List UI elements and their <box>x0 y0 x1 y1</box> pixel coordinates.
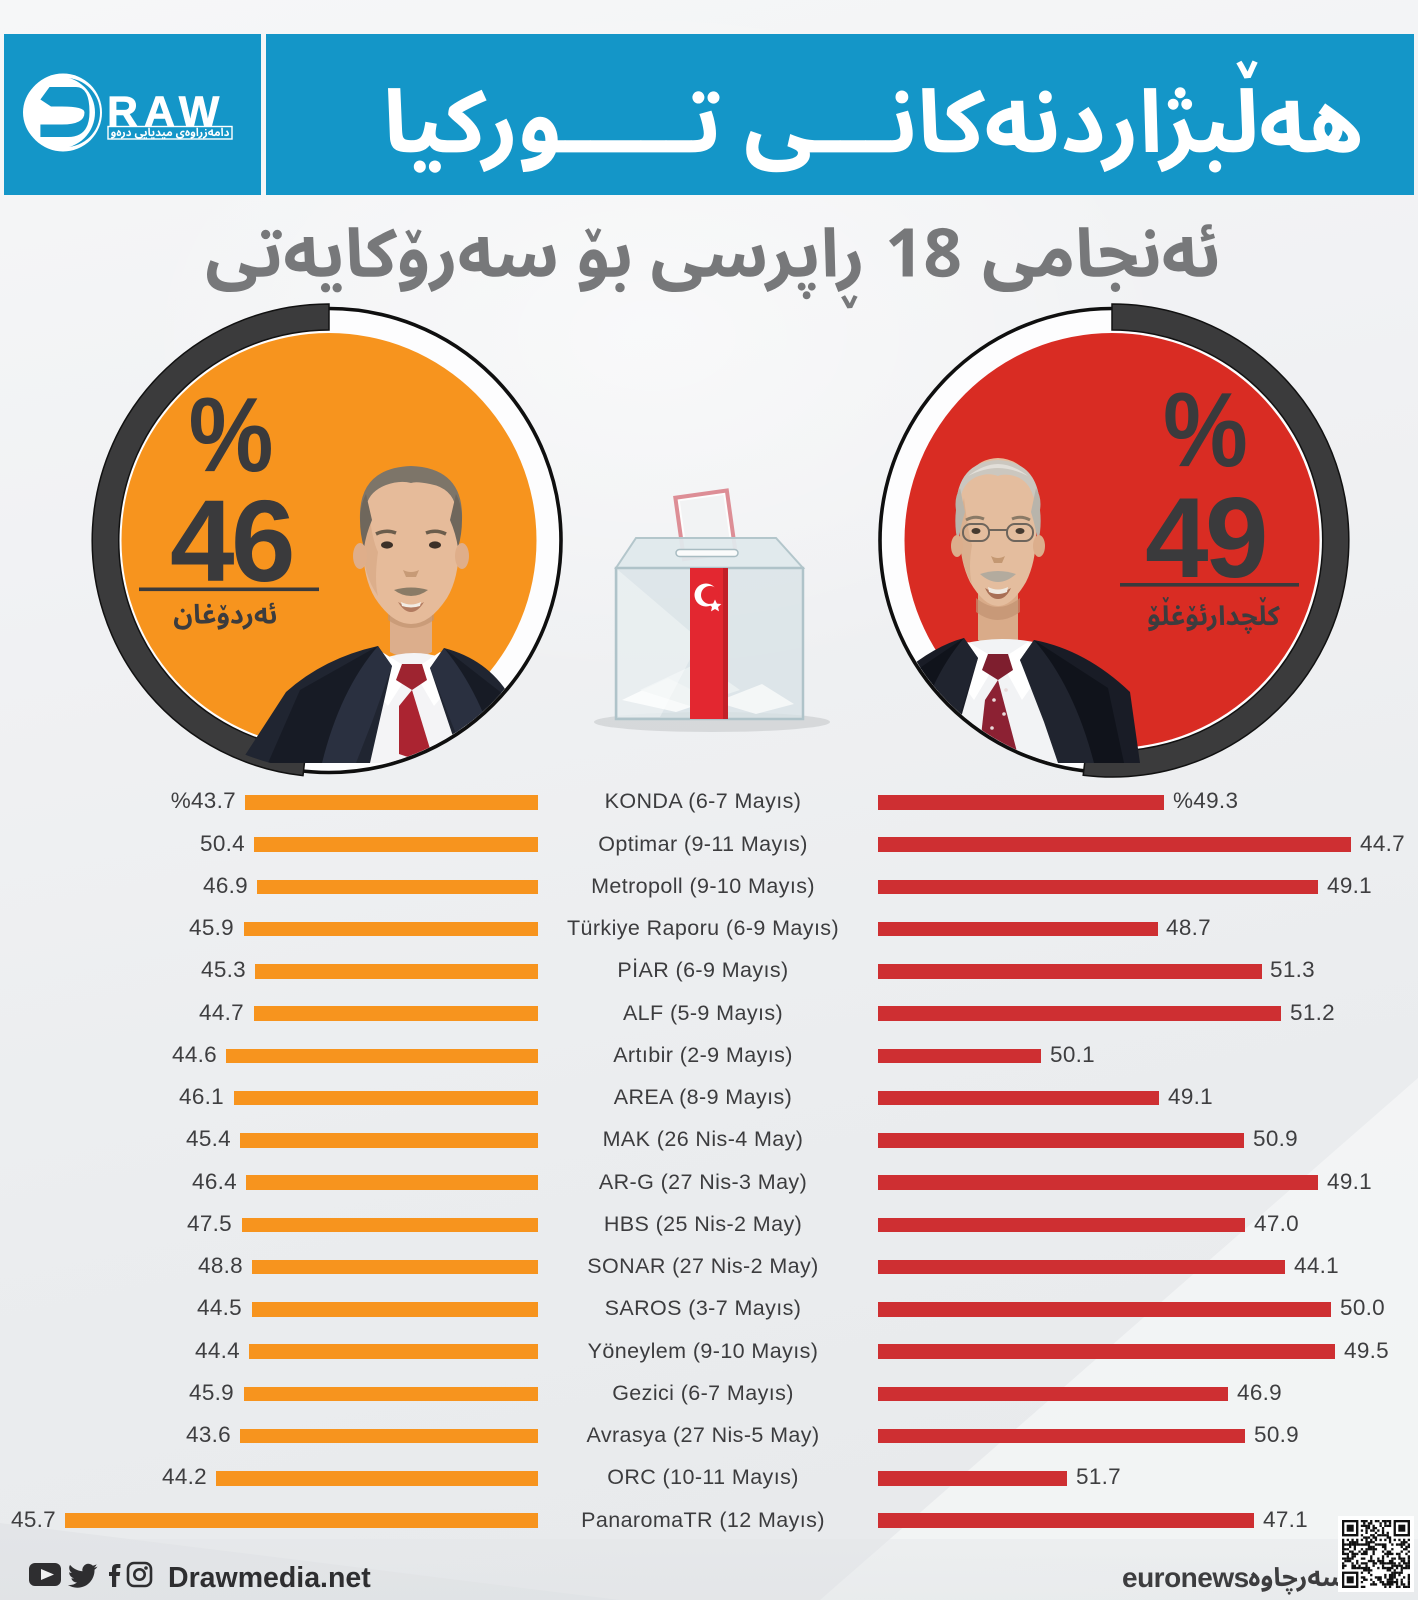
svg-text:Drawmedia.net: Drawmedia.net <box>168 1562 371 1594</box>
svg-text:euronews: euronews <box>1122 1562 1249 1593</box>
svg-text:%: % <box>1163 371 1248 489</box>
svg-text:%: % <box>189 376 274 494</box>
svg-text:49: 49 <box>1145 475 1265 602</box>
svg-text:46: 46 <box>170 476 292 606</box>
svg-text:RAW: RAW <box>107 88 225 136</box>
